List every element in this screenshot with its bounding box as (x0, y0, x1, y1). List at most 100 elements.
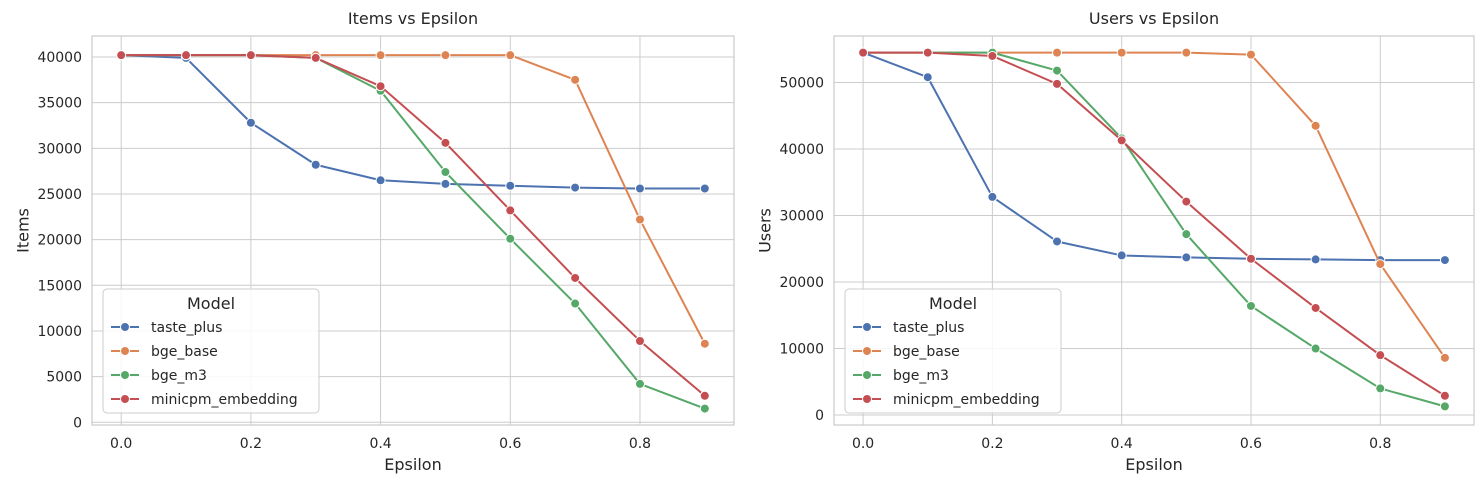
series-line-taste_plus (862, 51, 1445, 262)
data-point-taste_plus (922, 72, 933, 83)
data-point-bge_m3 (505, 233, 516, 244)
legend-item-bge_m3: bge_m3 (853, 368, 949, 384)
data-point-bge_base (1439, 352, 1450, 363)
data-point-bge_m3 (1245, 300, 1256, 311)
y-tick-label: 20000 (37, 233, 82, 249)
chart-title: Items vs Epsilon (348, 9, 478, 28)
y-tick-label: 40000 (37, 50, 82, 66)
x-tick-label: 0.4 (1111, 436, 1133, 452)
legend: Model taste_plus bge_base bge_m3 minicpm_emb… (844, 288, 1062, 414)
data-point-minicpm_embedding (699, 390, 710, 401)
data-point-taste_plus (1439, 255, 1450, 266)
y-tick-label: 0 (815, 408, 824, 424)
data-point-taste_plus (440, 178, 451, 189)
data-point-bge_m3 (1310, 343, 1321, 354)
x-tick-label: 0.0 (852, 436, 874, 452)
legend-label: minicpm_embedding (151, 392, 298, 408)
series-minicpm_embedding (858, 47, 1450, 401)
data-point-minicpm_embedding (245, 50, 256, 61)
x-tick-label: 0.8 (1369, 436, 1391, 452)
data-point-minicpm_embedding (1439, 390, 1450, 401)
series-line-minicpm_embedding (863, 51, 1446, 397)
y-tick-label: 10000 (779, 342, 824, 358)
data-point-minicpm_embedding (116, 50, 127, 61)
y-tick-label: 25000 (37, 187, 82, 203)
series-minicpm_embedding (116, 50, 710, 401)
legend-item-taste_plus: taste_plus (853, 320, 964, 336)
data-point-bge_base (699, 338, 710, 349)
legend-title: Model (929, 294, 977, 313)
data-point-bge_m3 (1439, 401, 1450, 412)
data-point-minicpm_embedding (1181, 196, 1192, 207)
data-point-bge_base (1310, 120, 1321, 131)
data-point-taste_plus (987, 191, 998, 202)
y-tick-label: 10000 (37, 324, 82, 340)
data-point-minicpm_embedding (505, 205, 516, 216)
x-tick-label: 0.2 (240, 436, 262, 452)
data-point-bge_m3 (440, 167, 451, 178)
data-point-bge_m3 (570, 298, 581, 309)
y-tick-label: 35000 (37, 96, 82, 112)
data-point-minicpm_embedding (1116, 135, 1127, 146)
data-point-minicpm_embedding (310, 52, 321, 63)
y-tick-label: 30000 (779, 209, 824, 225)
x-tick-label: 0.6 (499, 436, 521, 452)
y-tick-label: 30000 (37, 141, 82, 157)
data-point-taste_plus (245, 117, 256, 128)
data-point-minicpm_embedding (987, 50, 998, 61)
series-line-bge_m3 (863, 51, 1446, 408)
chart-panel-2: 0.0 0.2 0.4 0.6 0.8 0 10000 20000 30000 40000 5000… (756, 9, 1475, 474)
data-point-minicpm_embedding (1310, 302, 1321, 313)
legend-title: Model (187, 294, 235, 313)
data-point-minicpm_embedding (181, 50, 192, 61)
legend-swatch-marker (862, 322, 872, 332)
data-point-bge_base (1116, 47, 1127, 58)
legend-swatch-marker (120, 322, 130, 332)
legend-swatch-marker (862, 370, 872, 380)
data-point-taste_plus (634, 183, 645, 194)
legend-label: taste_plus (151, 320, 222, 336)
legend-label: bge_m3 (151, 368, 207, 384)
x-axis-label: Epsilon (1125, 455, 1182, 474)
data-point-minicpm_embedding (858, 47, 869, 58)
data-point-bge_m3 (1181, 229, 1192, 240)
data-point-bge_m3 (1052, 65, 1063, 76)
y-tick-label: 5000 (46, 370, 82, 386)
data-point-minicpm_embedding (440, 137, 451, 148)
data-point-minicpm_embedding (375, 81, 386, 92)
data-point-bge_base (1245, 49, 1256, 60)
y-tick-label: 50000 (779, 76, 824, 92)
data-point-bge_base (505, 50, 516, 61)
y-tick-label: 15000 (37, 278, 82, 294)
legend-swatch-marker (862, 394, 872, 404)
legend-swatch-marker (120, 346, 130, 356)
data-point-bge_m3 (1375, 383, 1386, 394)
x-tick-label: 0.0 (110, 436, 132, 452)
legend-swatch-marker (120, 370, 130, 380)
x-tick-label: 0.8 (629, 436, 651, 452)
y-tick-label: 20000 (779, 275, 824, 291)
legend-label: minicpm_embedding (893, 392, 1040, 408)
legend-item-minicpm_embedding: minicpm_embedding (853, 392, 1040, 408)
data-point-taste_plus (1181, 252, 1192, 263)
y-tick-label: 0 (73, 415, 82, 431)
legend-label: bge_base (151, 344, 218, 360)
data-point-minicpm_embedding (634, 335, 645, 346)
chart-title: Users vs Epsilon (1089, 9, 1219, 28)
y-tick-label: 40000 (779, 142, 824, 158)
data-point-taste_plus (375, 175, 386, 186)
data-point-minicpm_embedding (922, 47, 933, 58)
series-line-taste_plus (121, 54, 705, 190)
data-point-bge_base (1375, 259, 1386, 270)
data-point-bge_m3 (699, 403, 710, 414)
legend-swatch-marker (862, 346, 872, 356)
data-point-bge_base (375, 50, 386, 61)
data-point-bge_base (1181, 47, 1192, 58)
data-point-taste_plus (699, 183, 710, 194)
legend-item-bge_m3: bge_m3 (111, 368, 207, 384)
data-point-minicpm_embedding (570, 272, 581, 283)
data-point-taste_plus (310, 159, 321, 170)
legend-label: taste_plus (893, 320, 964, 336)
legend-item-taste_plus: taste_plus (111, 320, 222, 336)
